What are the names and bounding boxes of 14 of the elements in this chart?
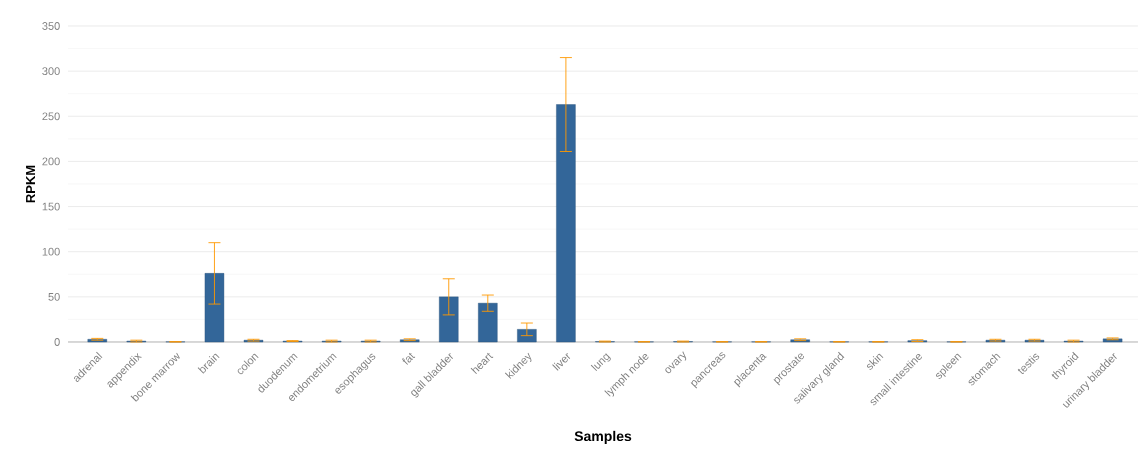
x-axis-title: Samples: [574, 430, 632, 444]
x-tick-label: skin: [867, 353, 884, 370]
y-tick-label: 300: [42, 67, 60, 76]
y-tick-label: 0: [54, 338, 60, 346]
y-tick-label: 200: [42, 157, 60, 166]
y-axis-title: RPKM: [26, 165, 35, 203]
y-tick-label: 250: [42, 112, 60, 121]
x-tick-label: lung: [590, 353, 611, 372]
y-tick-label: 350: [42, 22, 60, 30]
x-tick-label: liver: [552, 352, 571, 371]
y-tick-label: 150: [42, 202, 60, 211]
y-tick-label: 50: [48, 292, 60, 301]
x-tick-label: fat: [402, 352, 416, 365]
y-tick-label: 100: [42, 247, 60, 256]
